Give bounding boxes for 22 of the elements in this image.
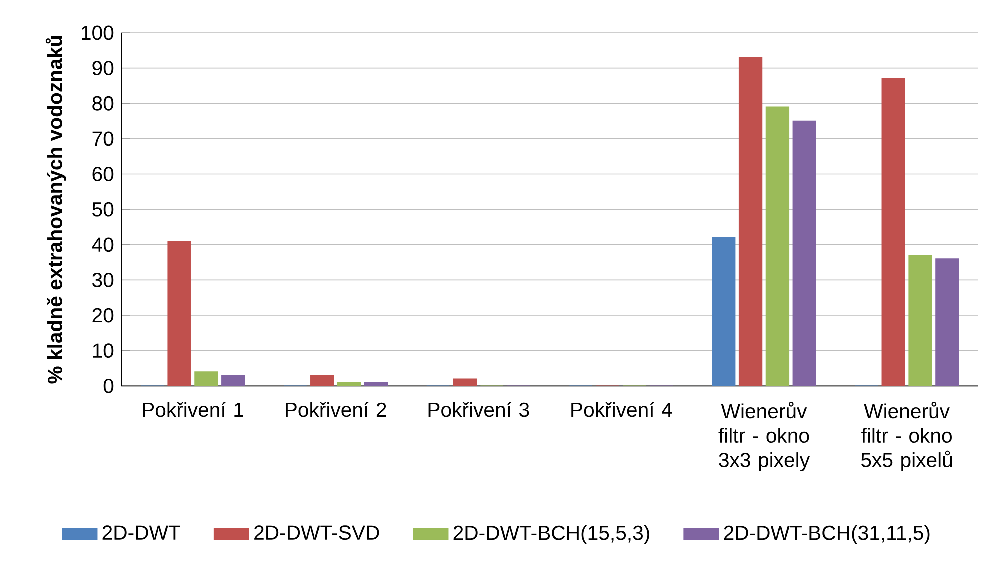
legend-label: 2D-DWT-BCH(31,11,5) (724, 525, 930, 544)
y-tick-label: 60 (92, 167, 114, 182)
legend-label: 2D-DWT (102, 526, 180, 540)
y-tick-label: 100 (82, 26, 114, 40)
y-tick-label: 90 (92, 61, 114, 76)
y-tick-label: 30 (92, 273, 114, 288)
x-tick-label: Pokřivení 4 (572, 402, 672, 418)
legend-label: 2D-DWT-BCH(15,5,3) (454, 525, 650, 544)
legend-label: 2D-DWT-SVD (254, 526, 380, 540)
x-tick-label: Wienerův filtr - okno 3x3 pixely (718, 402, 810, 472)
y-tick-label: 50 (92, 202, 114, 217)
y-tick-label: 0 (104, 378, 114, 394)
y-tick-label: 80 (92, 96, 114, 111)
y-tick-label: 70 (92, 132, 114, 146)
x-tick-label: Pokřivení 3 (428, 402, 530, 418)
y-axis-title: % kladně extrahovaných vodoznaků (46, 36, 66, 384)
x-tick-label: Pokřivení 2 (286, 402, 386, 418)
x-tick-label: Wienerův filtr - okno 5x5 pixelů (862, 402, 952, 472)
y-tick-label: 10 (93, 344, 114, 358)
x-tick-label: Pokřivení 1 (143, 402, 244, 418)
y-tick-label: 20 (92, 308, 114, 323)
y-tick-label: 40 (92, 238, 114, 252)
